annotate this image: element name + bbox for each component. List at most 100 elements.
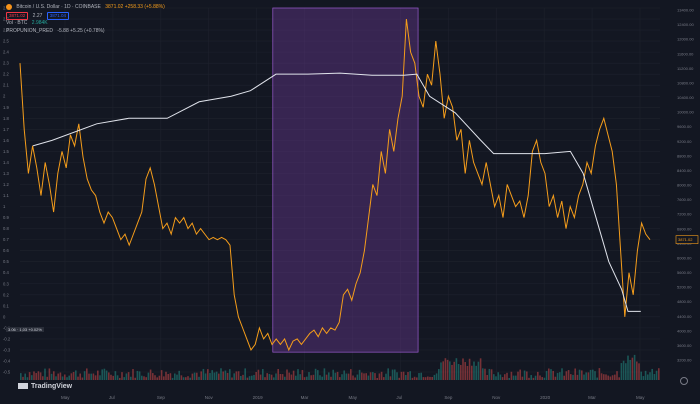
volume-bar (543, 377, 546, 380)
volume-bar (611, 375, 614, 380)
volume-bar (86, 368, 88, 380)
right-axis-tick-label: 10000.00 (677, 110, 694, 115)
volume-bar (449, 361, 451, 380)
volume-bar (550, 369, 552, 380)
volume-bar (246, 377, 249, 380)
volume-bar (42, 376, 44, 380)
volume-bar (600, 373, 603, 380)
volume-bar (72, 371, 75, 380)
volume-bar (213, 372, 216, 380)
volume-bar (644, 370, 647, 380)
volume-bar (655, 370, 658, 380)
left-axis-tick-label: 1.3 (3, 171, 9, 176)
volume-bar (444, 358, 447, 380)
volume-bar (209, 373, 211, 380)
left-axis-tick-label: 0.6 (3, 248, 9, 253)
volume-bar (299, 374, 301, 380)
chart-settings-gear-icon[interactable] (680, 377, 688, 385)
volume-bar (350, 369, 352, 380)
volume-bar (629, 359, 631, 380)
volume-bar (508, 377, 510, 380)
ask-button[interactable]: 3871.04 (46, 12, 70, 20)
volume-bar (391, 369, 394, 380)
volume-bar (55, 376, 57, 380)
volume-bar (413, 376, 416, 380)
indicator-label[interactable]: PROPUNION_PRED (6, 28, 53, 34)
volume-bar (385, 373, 387, 380)
legend-volume-row: Vol · BTC 2.984K (6, 20, 51, 27)
volume-bar (229, 369, 231, 380)
volume-bar (264, 377, 266, 380)
volume-bar (125, 373, 128, 380)
bid-button[interactable]: 3871.02 (6, 12, 29, 20)
volume-bar (317, 370, 319, 380)
volume-bar (387, 368, 389, 380)
right-axis-tick-label: 8400.00 (677, 168, 692, 173)
volume-bar (358, 369, 361, 380)
volume-bar (141, 375, 143, 380)
volume-bar (308, 372, 310, 380)
volume-bar (411, 377, 414, 380)
volume-bar (512, 375, 515, 380)
volume-bar (145, 377, 147, 380)
volume-bar (528, 377, 530, 380)
volume-bar (565, 371, 568, 380)
volume-bar (191, 373, 194, 380)
volume-bar (257, 369, 260, 380)
volume-bar (165, 371, 167, 380)
left-axis-tick-label: 0.1 (3, 303, 9, 308)
tradingview-logo-icon (18, 383, 28, 390)
volume-bar (616, 371, 618, 380)
volume-bar (576, 374, 579, 380)
volume-bar (510, 371, 513, 380)
volume-bar (176, 374, 178, 380)
volume-bar (427, 376, 429, 380)
right-axis-tick-label: 8800.00 (677, 153, 692, 158)
volume-bar (653, 374, 656, 380)
volume-bar (356, 374, 359, 380)
volume-bar (521, 376, 524, 380)
tradingview-logo[interactable]: TradingView (18, 383, 72, 390)
volume-bar (270, 374, 273, 380)
volume-bar (68, 375, 70, 380)
volume-bar (473, 361, 475, 380)
right-axis-tick-label: 12400.00 (677, 22, 694, 27)
volume-bar (149, 369, 152, 380)
x-axis-tick-label: Sep (444, 395, 453, 400)
volume-bar (35, 373, 37, 380)
legend-symbol-row: Bitcoin / U.S. Dollar · 1D · COINBASE 38… (6, 4, 168, 11)
volume-bar (143, 376, 145, 380)
volume-bar (312, 374, 315, 380)
volume-bar (240, 375, 242, 380)
volume-bar (488, 368, 491, 380)
volume-bar (429, 376, 431, 380)
volume-bar (277, 368, 279, 380)
volume-bar (64, 374, 66, 380)
volume-bar (273, 377, 275, 380)
volume-bar (596, 377, 598, 380)
volume-bar (70, 373, 73, 380)
highlight-region (272, 7, 419, 353)
volume-bar (211, 370, 213, 380)
volume-bar (108, 372, 110, 380)
volume-bar (554, 376, 557, 380)
volume-label[interactable]: Vol · BTC (6, 20, 28, 26)
symbol-name[interactable]: Bitcoin / U.S. Dollar · 1D · COINBASE (16, 4, 101, 11)
volume-bar (376, 377, 378, 380)
volume-bar (424, 377, 427, 380)
volume-bar (33, 371, 35, 380)
legend-indicator-row: PROPUNION_PRED -5.88 +5.25 (+0.78%) (6, 28, 108, 35)
volume-bar (130, 376, 132, 380)
volume-bar (442, 361, 444, 380)
x-axis-tick-label: Sep (157, 395, 166, 400)
volume-bar (541, 377, 543, 380)
volume-bar (275, 373, 277, 380)
volume-bar (471, 365, 473, 380)
volume-bar (226, 372, 229, 380)
volume-bar (537, 371, 539, 380)
volume-bar (367, 375, 370, 380)
volume-bar (314, 368, 317, 380)
volume-bar (66, 377, 68, 380)
volume-bar (237, 371, 240, 380)
